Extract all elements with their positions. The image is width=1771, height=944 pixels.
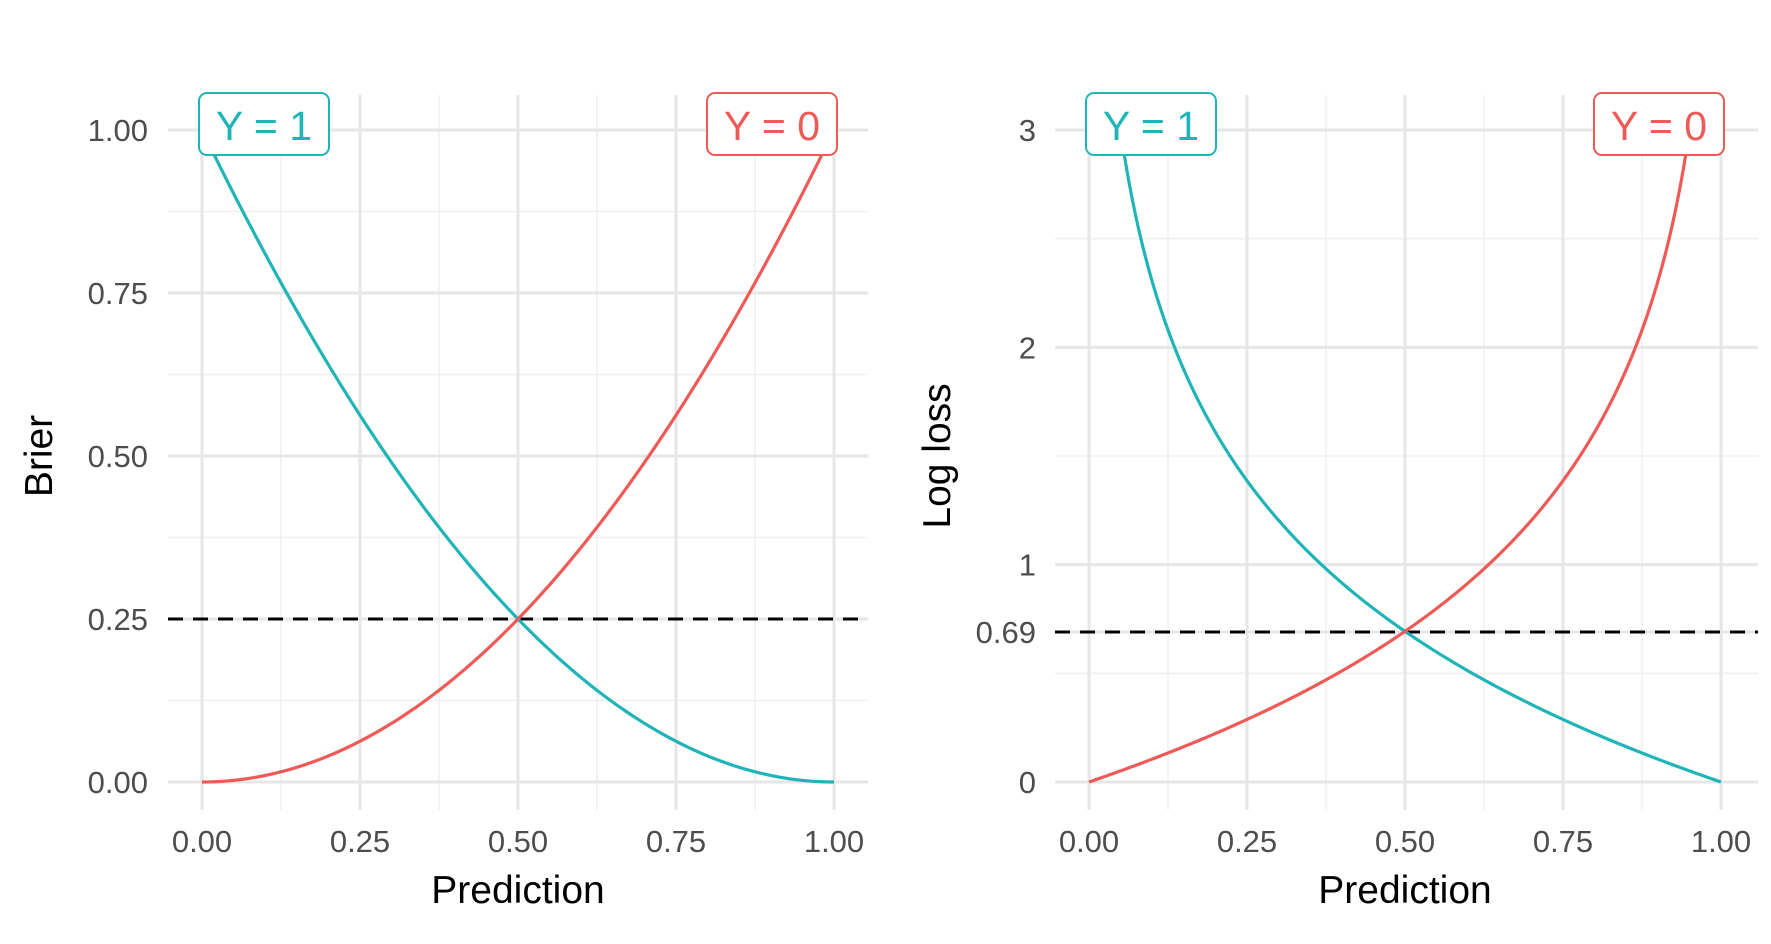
y-tick-label: 0.25 <box>88 602 148 637</box>
x-tick-label: 0.00 <box>1059 824 1119 859</box>
x-tick-label: 0.00 <box>172 824 232 859</box>
x-tick-label: 1.00 <box>804 824 864 859</box>
series-line-y0 <box>201 129 836 784</box>
x-tick-label: 0.50 <box>488 824 548 859</box>
y-tick-label: 0 <box>1019 765 1036 800</box>
y-tick-label: 1.00 <box>88 113 148 148</box>
series-label-text: Y = 1 <box>216 103 312 149</box>
y-axis-title: Brier <box>18 415 61 497</box>
y-tick-label: 0.75 <box>88 276 148 311</box>
series-label-text: Y = 1 <box>1103 103 1199 149</box>
x-tick-label: 0.75 <box>1533 824 1593 859</box>
x-tick-label: 0.50 <box>1375 824 1435 859</box>
series-label-y0: Y = 0 <box>706 92 838 156</box>
x-tick-label: 0.25 <box>330 824 390 859</box>
panel-2: 0.00 0.25 0.50 0.75 1.00 0 0.69 1 2 3 Prediction Lo… <box>916 92 1758 912</box>
series-line-y0 <box>1088 130 1691 784</box>
y-axis-title: Log loss <box>916 383 959 528</box>
y-tick-label: 0.00 <box>88 765 148 800</box>
x-axis-title: Prediction <box>1318 869 1491 912</box>
x-tick-label: 0.25 <box>1217 824 1277 859</box>
x-axis-title: Prediction <box>431 869 604 912</box>
series-label-box <box>198 92 330 156</box>
panel-1: 0.00 0.25 0.50 0.75 1.00 0.00 0.25 0.50 0.75 1.00… <box>18 92 868 912</box>
series-label-box <box>706 92 838 156</box>
y-tick-label: 1 <box>1019 548 1036 583</box>
series-line-y1 <box>1119 130 1722 784</box>
major-grid <box>1055 95 1758 810</box>
y-tick-label: 0.69 <box>976 615 1036 650</box>
series-label-box <box>1593 92 1725 156</box>
series-label-text: Y = 0 <box>724 103 820 149</box>
series-label-text: Y = 0 <box>1611 103 1707 149</box>
series-label-y0: Y = 0 <box>1593 92 1725 156</box>
series-label-y1: Y = 1 <box>1085 92 1217 156</box>
y-tick-label: 3 <box>1019 113 1036 148</box>
y-tick-label: 2 <box>1019 330 1036 365</box>
series-label-box <box>1085 92 1217 156</box>
series-label-y1: Y = 1 <box>198 92 330 156</box>
x-tick-label: 0.75 <box>646 824 706 859</box>
x-tick-label: 1.00 <box>1691 824 1751 859</box>
major-grid <box>168 95 868 810</box>
y-tick-label: 0.50 <box>88 439 148 474</box>
